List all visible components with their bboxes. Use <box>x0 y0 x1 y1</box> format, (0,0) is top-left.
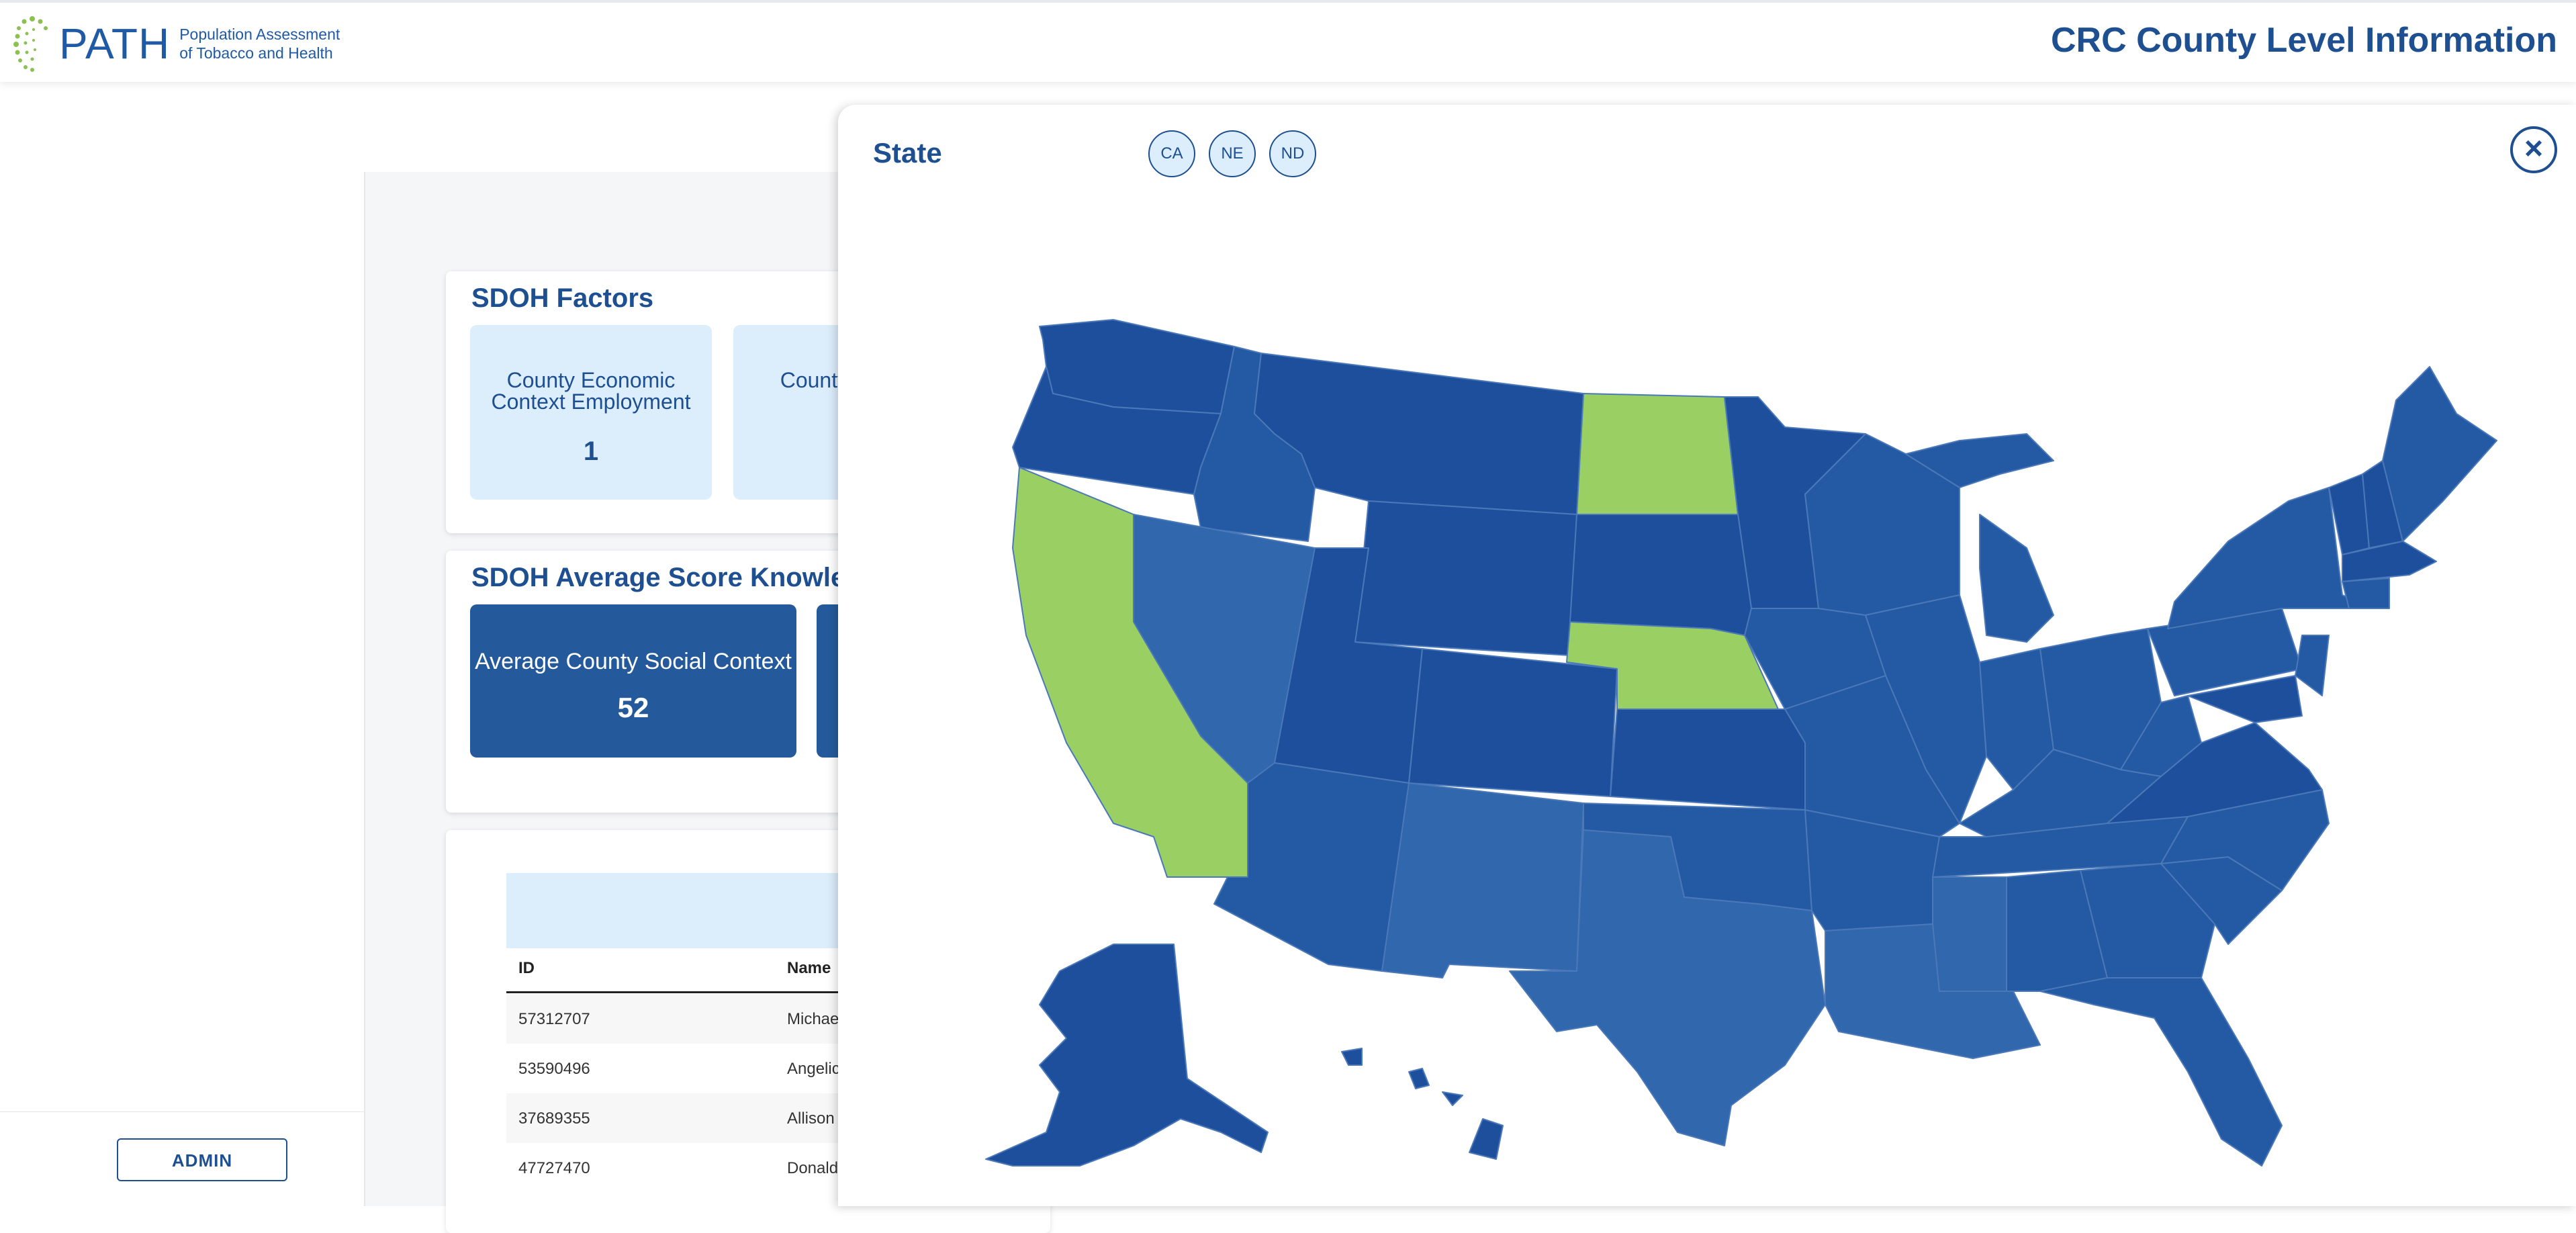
state-ny <box>2167 487 2377 629</box>
cell-name: Angelic <box>787 1060 840 1078</box>
sidebar <box>0 79 364 1206</box>
header-divider <box>506 991 976 993</box>
state-ct <box>2342 578 2390 609</box>
table-row[interactable]: 53590496 Angelic <box>506 1044 976 1093</box>
factor-tile-economic-employment[interactable]: County Economic Context Employment 1 <box>470 325 712 500</box>
state-ca <box>1012 467 1262 878</box>
state-nj <box>2295 635 2330 696</box>
state-co <box>1408 648 1618 797</box>
factor-tile-label: County Economic Context Employment <box>491 368 691 414</box>
state-ga <box>2080 863 2215 978</box>
cell-id: 37689355 <box>518 1109 590 1128</box>
state-ms <box>1932 876 2007 992</box>
cell-id: 47727470 <box>518 1159 590 1177</box>
dots-logo-icon <box>13 16 48 72</box>
state-ak <box>985 944 1269 1167</box>
path-logo[interactable]: PATH Population Assessment of Tobacco an… <box>12 13 340 74</box>
logo-subtitle: Population Assessment of Tobacco and Hea… <box>179 25 340 62</box>
state-az <box>1213 762 1410 972</box>
state-hi <box>1341 1048 1504 1160</box>
modal-title: State <box>873 137 942 169</box>
cell-name: Donald <box>787 1159 839 1177</box>
cell-id: 53590496 <box>518 1060 590 1078</box>
state-md <box>2187 675 2303 723</box>
state-tx <box>1509 829 1826 1146</box>
sdoh-factors-title: SDOH Factors <box>471 283 654 313</box>
state-wi <box>1804 433 1960 616</box>
column-header-id[interactable]: ID <box>518 959 535 977</box>
cell-name: Allison <box>787 1109 835 1128</box>
state-wv <box>2120 695 2202 777</box>
logo-wordmark: PATH <box>59 19 171 68</box>
cell-id: 57312707 <box>518 1010 590 1028</box>
avg-tile-label: Average County Social Context <box>475 649 792 674</box>
app-header: PATH Population Assessment of Tobacco an… <box>0 0 2576 82</box>
column-header-name[interactable]: Name <box>787 959 831 977</box>
avg-tile-value: 52 <box>617 692 649 723</box>
sdoh-average-title: SDOH Average Score Knowledg <box>471 563 879 592</box>
state-chip-nd[interactable]: ND <box>1269 130 1316 177</box>
us-states-map[interactable] <box>912 232 2537 1173</box>
logo-subtitle-line1: Population Assessment <box>179 26 340 43</box>
state-map-modal: State CA NE ND × <box>838 105 2576 1206</box>
state-me <box>2382 366 2497 542</box>
state-ma <box>2342 541 2437 582</box>
state-chip-ne[interactable]: NE <box>1209 130 1256 177</box>
state-ks <box>1610 709 1806 811</box>
close-icon[interactable]: × <box>2510 126 2557 173</box>
factor-tile-value: 1 <box>583 437 599 466</box>
table-row[interactable]: 47727470 Donald <box>506 1143 976 1193</box>
admin-button[interactable]: ADMIN <box>117 1138 287 1181</box>
state-sd <box>1569 514 1752 636</box>
state-mi <box>1979 514 2054 643</box>
state-chip-ca[interactable]: CA <box>1148 130 1195 177</box>
state-nm <box>1381 782 1584 978</box>
state-mi-up <box>1905 433 2054 488</box>
cell-name: Michae <box>787 1010 839 1028</box>
page-title: CRC County Level Information <box>2050 21 2557 60</box>
state-il <box>1865 594 1987 824</box>
avg-tile-social-context[interactable]: Average County Social Context 52 <box>470 604 796 758</box>
state-nd <box>1576 393 1739 515</box>
state-wy <box>1354 500 1577 656</box>
state-fl <box>2039 977 2283 1167</box>
logo-subtitle-line2: of Tobacco and Health <box>179 44 333 62</box>
sidebar-divider <box>0 1111 364 1112</box>
